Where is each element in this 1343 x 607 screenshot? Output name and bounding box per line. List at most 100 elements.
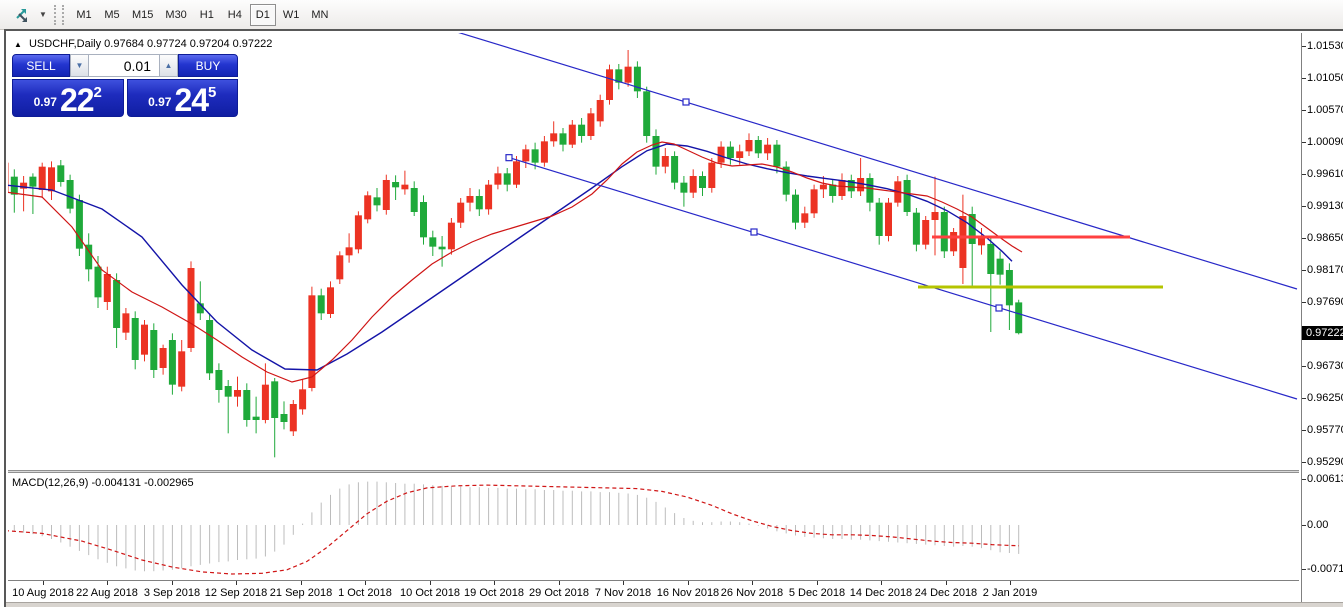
macd-axis-label: 0.00	[1307, 519, 1329, 531]
current-price-badge: 0.97222	[1302, 326, 1343, 341]
channel-anchor-marker	[505, 154, 513, 162]
channel-upper-line	[458, 33, 1298, 290]
tf-button-m30[interactable]: M30	[160, 4, 191, 26]
date-axis-label: 26 Nov 2018	[720, 587, 784, 599]
price-axis-tick	[1302, 302, 1306, 303]
date-axis-label: 10 Oct 2018	[400, 587, 460, 599]
price-axis-tick	[1302, 206, 1306, 207]
tf-button-h4[interactable]: H4	[222, 4, 248, 26]
price-chart-pane[interactable]: ▲ USDCHF,Daily 0.97684 0.97724 0.97204 0…	[8, 33, 1299, 470]
date-axis-label: 7 Nov 2018	[594, 587, 652, 599]
price-axis-tick	[1302, 110, 1306, 111]
sell-button[interactable]: SELL	[12, 54, 70, 77]
price-axis-tick	[1302, 238, 1306, 239]
macd-signal-line	[8, 484, 1020, 575]
price-axis-tick	[1302, 174, 1306, 175]
tf-button-m1[interactable]: M1	[71, 4, 97, 26]
tf-button-h1[interactable]: H1	[194, 4, 220, 26]
buy-quote-panel[interactable]: 0.97 24 5	[126, 79, 238, 117]
shift-arrows-glyph	[16, 8, 27, 22]
macd-signal-value: -0.002965	[144, 477, 194, 489]
channel-anchor-marker	[682, 98, 690, 106]
macd-main-value: -0.004131	[91, 477, 142, 489]
price-axis-tick	[1302, 569, 1306, 570]
sell-price-prefix: 0.97	[33, 95, 57, 109]
window-bottom-strip	[6, 602, 1343, 607]
sell-price-big: 22	[59, 81, 95, 118]
price-axis-label: 1.01530	[1307, 40, 1343, 52]
buy-price-pipette: 5	[208, 84, 217, 101]
lot-increase-button[interactable]: ▲	[159, 54, 178, 77]
date-axis-label: 3 Sep 2018	[143, 587, 201, 599]
toolbar-dropdown-caret[interactable]: ▼	[39, 10, 47, 19]
macd-axis-label: 0.006137	[1307, 473, 1343, 485]
buy-price-prefix: 0.97	[148, 95, 172, 109]
lot-decrease-button[interactable]: ▼	[70, 54, 89, 77]
date-axis-tick	[172, 581, 173, 585]
channel-anchor-marker	[750, 228, 758, 236]
tf-button-w1[interactable]: W1	[278, 4, 305, 26]
price-chart-canvas[interactable]	[8, 33, 1299, 470]
channel-anchor-marker	[995, 304, 1003, 312]
date-axis-tick	[43, 581, 44, 585]
tf-button-mn[interactable]: MN	[306, 4, 333, 26]
macd-canvas[interactable]	[8, 473, 1299, 579]
date-axis-tick	[946, 581, 947, 585]
price-axis-label: 0.99610	[1307, 168, 1343, 180]
date-axis-label: 16 Nov 2018	[656, 587, 720, 599]
date-axis-label: 21 Sep 2018	[269, 587, 333, 599]
date-axis-tick	[688, 581, 689, 585]
date-axis-tick	[881, 581, 882, 585]
date-axis-tick	[752, 581, 753, 585]
price-axis-label: 0.95770	[1307, 424, 1343, 436]
pane-separator[interactable]	[8, 470, 1299, 473]
date-axis-label: 22 Aug 2018	[76, 587, 138, 599]
macd-label: MACD(12,26,9) -0.004131 -0.002965	[12, 477, 194, 489]
price-axis-tick	[1302, 525, 1306, 526]
chart-symbol-label: USDCHF,Daily	[28, 38, 102, 50]
macd-indicator-pane[interactable]: MACD(12,26,9) -0.004131 -0.002965	[8, 473, 1299, 579]
date-axis-label: 24 Dec 2018	[914, 587, 978, 599]
chart-title: ▲ USDCHF,Daily 0.97684 0.97724 0.97204 0…	[14, 38, 272, 50]
price-axis-tick	[1302, 366, 1306, 367]
price-axis-tick	[1302, 142, 1306, 143]
date-axis-tick	[559, 581, 560, 585]
price-axis-label: 1.00090	[1307, 136, 1343, 148]
date-axis-label: 2 Jan 2019	[982, 587, 1038, 599]
price-axis-tick	[1302, 462, 1306, 463]
date-axis-tick	[494, 581, 495, 585]
one-click-trading-panel: SELL ▼ 0.01 ▲ BUY 0.97 22 2 0.97 24 5	[12, 54, 238, 117]
timeframes-toolbar: ▼ M1 M5 M15 M30 H1 H4 D1 W1 MN	[0, 0, 1343, 30]
date-axis-label: 14 Dec 2018	[849, 587, 913, 599]
date-axis-tick	[1010, 581, 1011, 585]
channel-lower-line	[506, 156, 1298, 400]
price-axis-tick	[1302, 430, 1306, 431]
price-axis-label: 0.96250	[1307, 392, 1343, 404]
tf-button-m5[interactable]: M5	[99, 4, 125, 26]
chart-shift-arrows-icon[interactable]	[6, 3, 36, 27]
date-axis-label: 12 Sep 2018	[204, 587, 268, 599]
chart-window: ▲ USDCHF,Daily 0.97684 0.97724 0.97204 0…	[4, 29, 1343, 607]
one-click-collapse-arrow[interactable]: ▲	[14, 40, 22, 49]
sell-quote-panel[interactable]: 0.97 22 2	[12, 79, 124, 117]
price-axis-tick	[1302, 46, 1306, 47]
price-axis-tick	[1302, 78, 1306, 79]
toolbar-drag-grip[interactable]	[54, 4, 64, 25]
tf-button-m15[interactable]: M15	[127, 4, 158, 26]
macd-axis-label: -0.007142	[1307, 563, 1343, 575]
date-axis-label: 1 Oct 2018	[338, 587, 392, 599]
date-axis-tick	[817, 581, 818, 585]
price-axis-tick	[1302, 398, 1306, 399]
tf-button-d1[interactable]: D1	[249, 3, 276, 26]
price-axis-tick	[1302, 479, 1306, 480]
price-axis-label: 0.98650	[1307, 232, 1343, 244]
date-axis-label: 19 Oct 2018	[464, 587, 524, 599]
lot-size-input[interactable]: 0.01	[89, 54, 159, 77]
price-axis-label: 0.96730	[1307, 360, 1343, 372]
date-axis: 10 Aug 2018 22 Aug 2018 3 Sep 2018 12 Sep 2…	[8, 580, 1299, 603]
date-axis-label: 29 Oct 2018	[529, 587, 589, 599]
date-axis-tick	[623, 581, 624, 585]
date-axis-tick	[236, 581, 237, 585]
date-axis-tick	[107, 581, 108, 585]
buy-button[interactable]: BUY	[178, 54, 238, 77]
